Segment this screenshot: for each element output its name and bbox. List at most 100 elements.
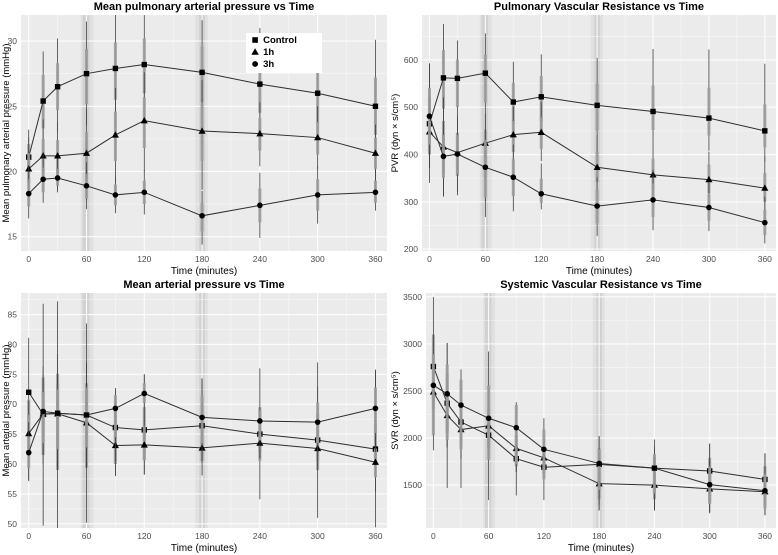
svg-text:300: 300 [702, 254, 716, 264]
data-point [706, 481, 713, 488]
data-point [440, 75, 447, 81]
x-axis-label: Time (minutes) [171, 543, 237, 554]
data-point [54, 152, 62, 159]
data-point [40, 176, 46, 183]
svg-text:0: 0 [26, 254, 31, 264]
data-point [141, 61, 147, 68]
data-point [706, 204, 712, 211]
data-point [650, 197, 656, 203]
panel-title: Pulmonary Vascular Resistance vs Time [494, 1, 704, 13]
data-point [371, 458, 380, 465]
data-point [485, 415, 492, 422]
svg-text:0: 0 [431, 531, 436, 541]
svg-text:2000: 2000 [403, 433, 422, 443]
data-point [314, 90, 321, 96]
minor-gridlines [422, 15, 776, 251]
svg-text:300: 300 [703, 531, 717, 541]
svg-text:0: 0 [26, 531, 31, 541]
data-point [538, 94, 544, 100]
data-point [482, 164, 489, 171]
data-point [541, 446, 547, 453]
data-point [762, 487, 768, 494]
panel-title: Mean arterial pressure vs Time [123, 279, 284, 291]
series-3h [430, 334, 768, 516]
svg-text:60: 60 [8, 459, 18, 469]
data-point [314, 133, 322, 141]
panel-pulmonary-vascular-resistance: 200 300 400 500 600 0 60 120 180 240 300 360 Pulmona… [389, 0, 778, 278]
series-3h [25, 154, 379, 245]
svg-text:80: 80 [8, 339, 18, 349]
data-point [596, 460, 602, 467]
map-chart: 50 55 60 65 70 75 80 85 0 60 120 180 240 300 360 Mean a… [1, 279, 387, 554]
x-axis-label: Time (minutes) [171, 266, 237, 277]
data-point [537, 128, 545, 135]
y-axis-label: PVR (dyn × s/cm⁵) [390, 94, 401, 173]
data-point [82, 149, 91, 156]
svg-text:180: 180 [195, 254, 209, 264]
svg-text:3500: 3500 [403, 292, 422, 302]
data-point [257, 202, 263, 209]
plot-area [21, 293, 387, 528]
svg-text:50: 50 [8, 519, 18, 529]
data-point [762, 128, 768, 134]
data-point [25, 449, 32, 456]
data-point [706, 115, 712, 121]
legend-label: Control [263, 35, 297, 46]
data-point [83, 70, 90, 77]
data-point [372, 189, 379, 196]
data-point [705, 175, 713, 183]
data-point [256, 129, 264, 137]
svg-text:300: 300 [311, 531, 325, 541]
svg-text:60: 60 [481, 254, 491, 264]
series-line [28, 177, 376, 217]
svg-text:500: 500 [404, 102, 418, 112]
svg-text:15: 15 [8, 232, 18, 242]
legend-circle-icon [252, 61, 259, 67]
svg-text:1500: 1500 [403, 480, 422, 490]
data-point [40, 98, 46, 104]
tick-labels: 1500 2000 2500 3000 3500 0 60 120 180 240 300 360 [403, 292, 772, 541]
series-line [433, 384, 766, 492]
data-point [199, 69, 205, 76]
data-point [440, 153, 447, 160]
data-point [371, 149, 380, 156]
svg-text:180: 180 [195, 531, 209, 541]
series-1h [25, 72, 380, 201]
data-point [257, 418, 263, 424]
svg-text:30: 30 [8, 36, 18, 46]
data-point [140, 116, 148, 124]
y-axis-label: Mean arterial pressure (mmHg) [1, 345, 12, 477]
svg-text:180: 180 [590, 254, 604, 264]
svr-chart: 1500 2000 2500 3000 3500 0 60 120 180 240 300 360 Sy… [390, 279, 776, 554]
svg-text:240: 240 [253, 531, 267, 541]
data-point [761, 184, 769, 191]
data-point [198, 127, 206, 134]
data-point [762, 219, 768, 226]
data-point [454, 151, 461, 157]
data-point [510, 99, 516, 105]
data-point [538, 190, 545, 197]
data-point [482, 70, 489, 76]
data-point [26, 389, 32, 395]
series-line [28, 413, 376, 463]
legend-square-icon [252, 37, 258, 43]
pvr-chart: 200 300 400 500 600 0 60 120 180 240 300 360 Pulmona… [390, 1, 776, 277]
data-point [112, 192, 119, 198]
series-line [432, 391, 765, 493]
series-line [28, 392, 376, 453]
data-point [112, 65, 119, 72]
series-line [28, 64, 376, 158]
data-point [594, 203, 600, 209]
svg-text:180: 180 [592, 531, 606, 541]
minor-gridlines [21, 293, 387, 528]
panel-title: Mean pulmonary arterial pressure vs Time [94, 1, 315, 13]
data-point [199, 212, 205, 219]
data-point [454, 75, 461, 82]
data-point [594, 102, 600, 109]
data-point [444, 390, 450, 397]
x-axis-label: Time (minutes) [566, 266, 632, 277]
